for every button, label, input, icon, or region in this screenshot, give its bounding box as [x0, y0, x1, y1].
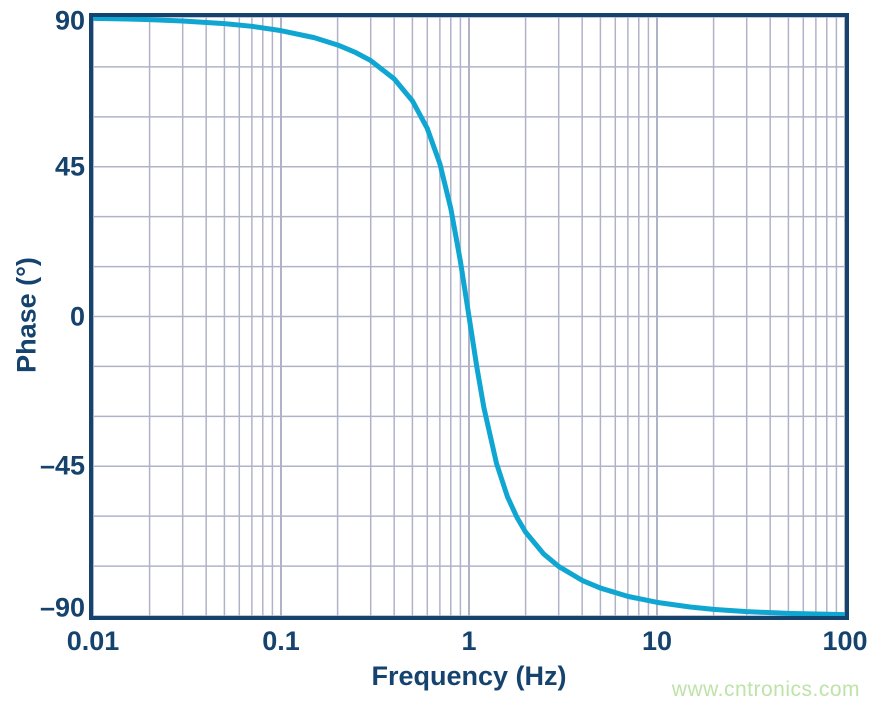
- phase-curve: [90, 15, 848, 618]
- y-tick-label: 90: [54, 5, 85, 36]
- x-axis-title: Frequency (Hz): [371, 661, 567, 691]
- x-tick-label: 100: [822, 626, 868, 656]
- plot-area: [89, 13, 849, 620]
- watermark: www.cntronics.com: [671, 678, 860, 701]
- y-tick-label: –90: [39, 592, 85, 623]
- x-tick-label: 10: [641, 626, 673, 656]
- x-tick-label: 1: [461, 626, 477, 656]
- y-tick-label: 0: [69, 301, 85, 331]
- y-tick-label: –45: [39, 450, 85, 481]
- x-tick-label: 0.1: [262, 626, 300, 656]
- plot-frame: [89, 13, 849, 620]
- y-axis-title: Phase (°): [11, 257, 42, 373]
- x-tick-label: 0.01: [66, 626, 120, 656]
- y-tick-label: 45: [54, 151, 85, 182]
